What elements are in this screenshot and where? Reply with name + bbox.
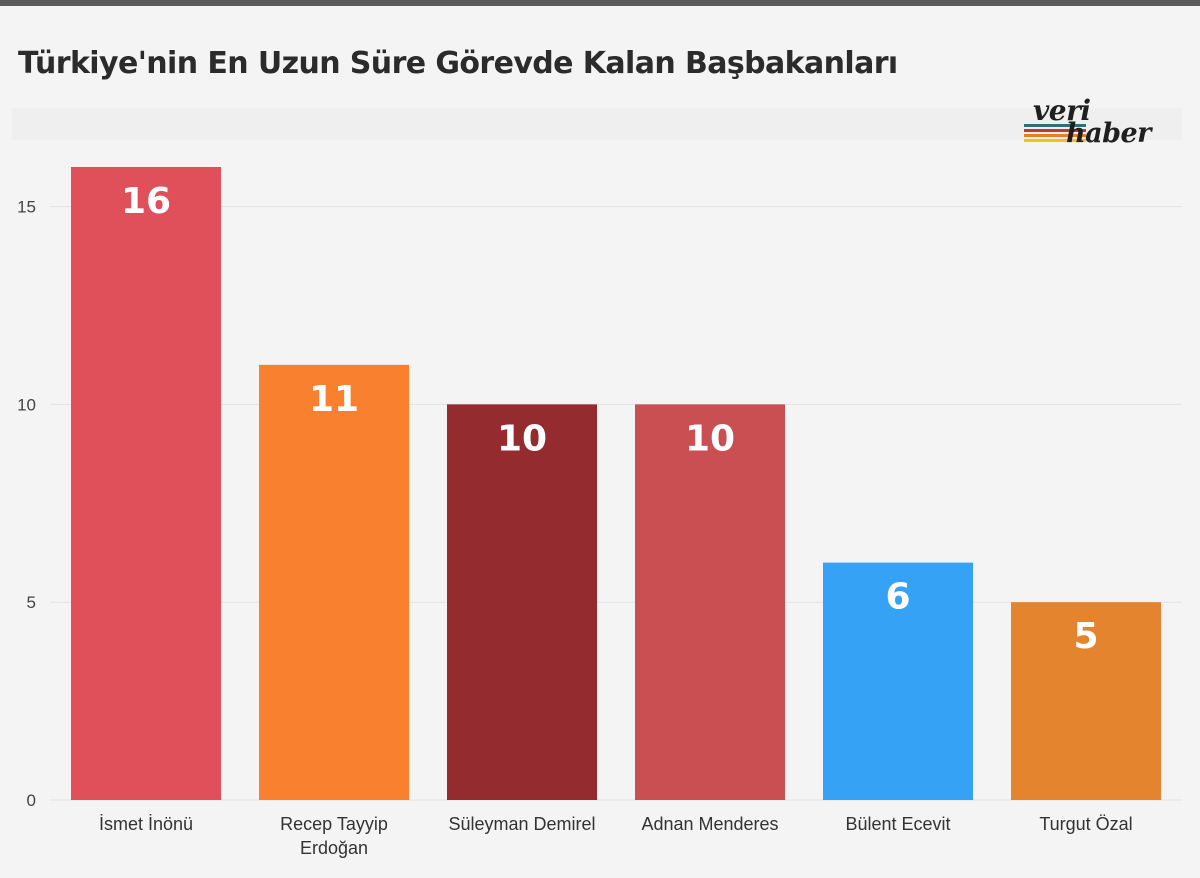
bar xyxy=(447,404,597,800)
y-tick-label: 0 xyxy=(27,791,36,810)
bar-value-label: 5 xyxy=(1073,616,1098,657)
subtitle-strip xyxy=(12,108,1182,140)
bar-value-label: 10 xyxy=(685,418,735,459)
logo-word-haber: haber xyxy=(1066,118,1151,149)
bar-value-label: 16 xyxy=(121,181,171,222)
bar xyxy=(1011,602,1161,800)
y-tick-label: 10 xyxy=(17,395,36,414)
bar xyxy=(71,167,221,800)
x-category-label: Turgut Özal xyxy=(1039,814,1132,834)
logo-stripe xyxy=(1024,139,1086,142)
chart-title: Türkiye'nin En Uzun Süre Görevde Kalan B… xyxy=(18,46,898,81)
x-category-label: Recep Tayyip xyxy=(280,814,388,834)
bar xyxy=(823,562,973,800)
bar xyxy=(259,364,409,800)
logo-stripe xyxy=(1024,124,1086,127)
x-category-label: İsmet İnönü xyxy=(99,814,193,834)
bar xyxy=(635,404,785,800)
brand-logo: veri haber xyxy=(1024,94,1174,149)
logo-stripes xyxy=(1024,124,1086,144)
x-category-label: Bülent Ecevit xyxy=(845,814,950,834)
top-rule xyxy=(0,0,1200,6)
bar-value-label: 11 xyxy=(309,379,359,420)
bar-value-label: 6 xyxy=(885,577,910,618)
logo-stripe xyxy=(1024,134,1086,137)
x-category-label: Erdoğan xyxy=(300,838,368,858)
logo-stripe xyxy=(1024,129,1086,132)
x-category-label: Süleyman Demirel xyxy=(448,814,595,834)
y-tick-label: 5 xyxy=(27,593,36,612)
logo-word-veri: veri xyxy=(1033,94,1091,127)
x-category-label: Adnan Menderes xyxy=(641,814,778,834)
y-tick-label: 15 xyxy=(17,198,36,217)
bar-value-label: 10 xyxy=(497,418,547,459)
